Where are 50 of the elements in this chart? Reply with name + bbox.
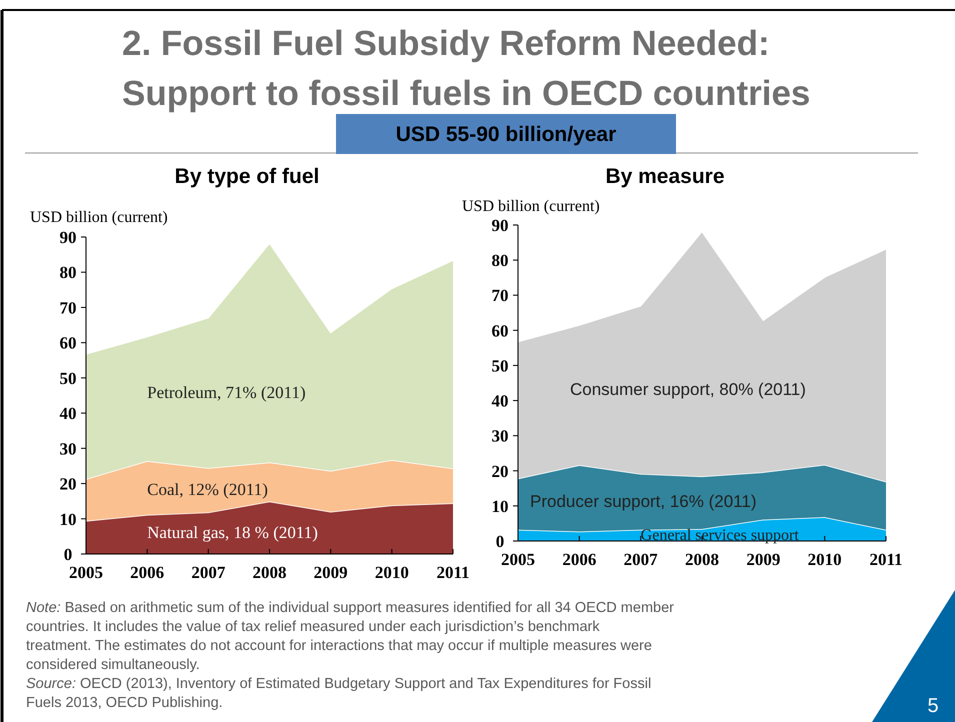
y-tick-label: 10 — [492, 496, 508, 516]
y-tick-label: 10 — [60, 510, 76, 529]
y-tick-label: 90 — [60, 228, 76, 247]
text: 5 — [927, 695, 939, 717]
x-tick-label: 2005 — [501, 550, 535, 569]
series-label: Coal, 12% (2011) — [147, 480, 268, 500]
y-tick-label: 90 — [492, 216, 508, 235]
y-tick-label: 30 — [492, 426, 508, 446]
x-tick-label: 2007 — [624, 550, 658, 569]
x-tick-label: 2006 — [562, 550, 596, 569]
x-tick-label: 2010 — [808, 550, 842, 569]
chart-title: By type of fuel — [174, 165, 320, 188]
x-tick-label: 2010 — [374, 563, 409, 582]
y-tick-label: 30 — [60, 439, 76, 458]
y-tick-label: 40 — [60, 404, 76, 424]
x-tick-label: 2011 — [436, 563, 470, 582]
x-tick-label: 2008 — [252, 563, 286, 582]
y-tick-label: 60 — [60, 334, 76, 353]
text: USD 55-90 billion/year — [396, 123, 616, 146]
text: Note: Based on arithmetic sum of the individual support measures identified for all 34 OECD member countries. It includes the value of tax relief measured under each jurisdiction’s benchmark treatment. The estimates do not account for interactions that may occur if multiple measures were considered simultaneously. — [26, 600, 674, 673]
x-tick-label: 2007 — [191, 563, 226, 582]
x-tick-label: 2008 — [685, 550, 719, 569]
y-tick-label: 80 — [492, 251, 508, 270]
y-axis-title: USD billion (current) — [30, 209, 168, 226]
x-tick-label: 2009 — [746, 550, 780, 569]
y-tick-label: 50 — [60, 368, 76, 388]
chart-title: By measure — [605, 165, 725, 188]
series-label: Petroleum, 71% (2011) — [147, 382, 306, 402]
y-tick-label: 20 — [492, 462, 508, 481]
y-tick-label: 0 — [496, 532, 504, 551]
y-axis-title: USD billion (current) — [462, 198, 600, 215]
y-tick-label: 70 — [492, 286, 508, 306]
text: 2. Fossil Fuel Subsidy Reform Needed: — [122, 24, 770, 63]
series-label: Consumer support, 80% (2011) — [570, 380, 806, 399]
x-tick-label: 2006 — [130, 563, 164, 582]
x-tick-label: 2011 — [869, 550, 903, 569]
x-tick-label: 2005 — [69, 563, 103, 582]
text: Support to fossil fuels in OECD countries — [122, 74, 810, 113]
y-tick-label: 40 — [492, 392, 508, 411]
series-label: Natural gas, 18 % (2011) — [147, 523, 318, 542]
y-tick-label: 70 — [60, 298, 76, 318]
series-label: Producer support, 16% (2011) — [530, 492, 756, 511]
x-tick-label: 2009 — [314, 563, 348, 582]
source-note: Source: OECD (2013), Inventory of Estimated Budgetary Support and Tax Expenditures for Fossil Fuels 2013, OECD Publishing. — [26, 676, 652, 711]
y-tick-label: 20 — [60, 474, 76, 494]
y-tick-label: 50 — [492, 356, 508, 376]
y-tick-label: 0 — [64, 545, 72, 564]
y-tick-label: 60 — [492, 321, 508, 340]
y-tick-label: 80 — [60, 263, 76, 282]
series-label: General services support — [640, 527, 800, 544]
